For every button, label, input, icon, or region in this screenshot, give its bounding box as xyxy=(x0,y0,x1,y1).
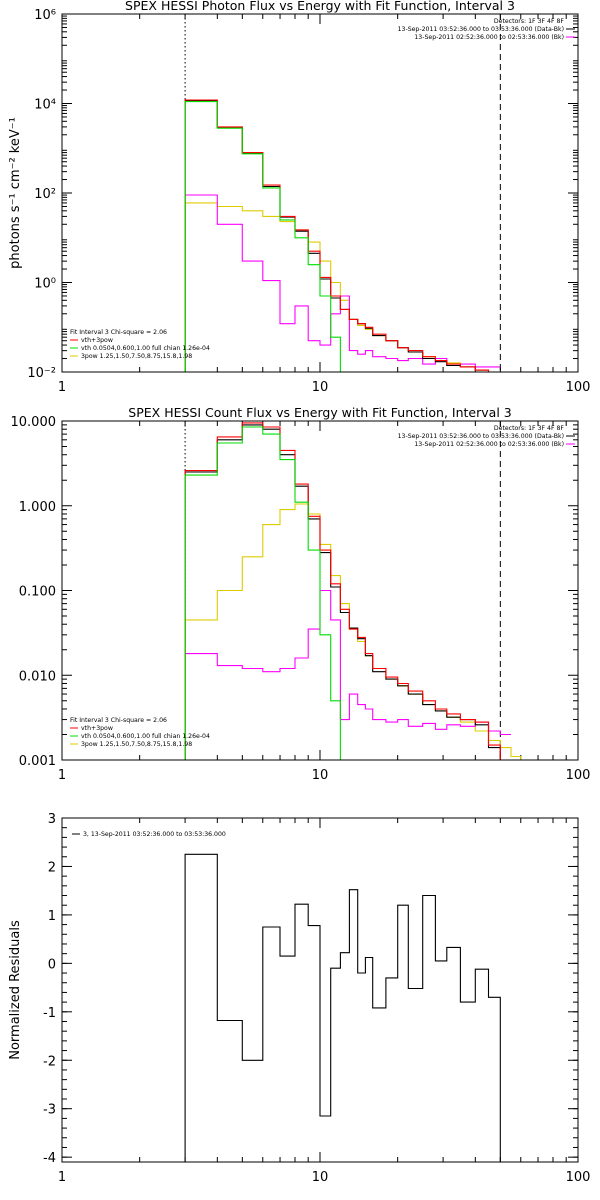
series-line-3 xyxy=(184,101,501,373)
x-tick-label: 1 xyxy=(58,768,66,783)
time-range-label: 13-Sep-2011 03:52:36.000 to 03:53:36.000… xyxy=(398,433,564,440)
y-tick-label: 10⁴ xyxy=(34,98,56,113)
detectors-label: Detectors: 1F 3F 4F 8F xyxy=(494,425,565,432)
series-line-2 xyxy=(184,100,501,373)
y-tick-label: 1 xyxy=(48,909,56,924)
series-line-1 xyxy=(184,422,501,760)
x-tick-label: 1 xyxy=(58,1170,66,1185)
chart-panel-2: SPEX HESSI Count Flux vs Energy with Fit… xyxy=(11,405,591,783)
y-tick-label: -3 xyxy=(43,1103,56,1118)
y-tick-label: -1 xyxy=(43,1006,56,1021)
time-range-label: 13-Sep-2011 02:52:36.000 to 02:53:36.000… xyxy=(414,441,564,448)
plot-frame xyxy=(61,13,579,373)
y-tick-label: 0.100 xyxy=(19,585,56,600)
x-tick-label: 1 xyxy=(58,380,66,395)
time-range-label: 13-Sep-2011 03:52:36.000 to 03:53:36.000… xyxy=(398,26,564,33)
x-tick-label: 10 xyxy=(312,768,329,783)
legend-title: Fit Interval 3 Chi-square = 2.06 xyxy=(70,717,167,724)
chart-title: SPEX HESSI Count Flux vs Energy with Fit… xyxy=(128,405,511,420)
y-tick-label: 10.000 xyxy=(11,415,57,430)
series-line-2 xyxy=(184,424,501,760)
y-axis-label: photons s⁻¹ cm⁻² keV⁻¹ xyxy=(8,117,23,269)
plot-frame xyxy=(61,420,579,761)
detectors-label: Detectors: 1F 3F 4F 8F xyxy=(494,18,565,25)
x-tick-label: 100 xyxy=(566,768,591,783)
series-line-4 xyxy=(184,503,567,761)
legend-entry: 3pow 1.25,1.50,7.50,8.75,15.8,1.98 xyxy=(81,741,192,748)
y-tick-label: 10⁻² xyxy=(27,366,56,381)
chart-title: SPEX HESSI Photon Flux vs Energy with Fi… xyxy=(125,0,515,13)
y-tick-label: -4 xyxy=(43,1151,56,1166)
x-tick-label: 10 xyxy=(312,1170,329,1185)
legend-entry: vth 0.0504,0.600,1.00 full chian 1.26e-0… xyxy=(81,345,210,352)
y-tick-label: 10⁶ xyxy=(34,8,56,23)
y-tick-label: 10² xyxy=(34,187,56,202)
y-tick-label: 0.010 xyxy=(19,669,56,684)
y-tick-label: -2 xyxy=(43,1054,56,1069)
x-tick-label: 100 xyxy=(566,380,591,395)
series-line-3 xyxy=(184,426,501,761)
legend-entry: vth+3pow xyxy=(81,725,113,732)
y-tick-label: 2 xyxy=(48,860,56,875)
legend-entry: vth+3pow xyxy=(81,337,113,344)
y-axis-label: Normalized Residuals xyxy=(8,920,23,1060)
chart-panel-3: Normalized Residuals 1 10 100 -4 -3 -2 -1 0 1 2 3 3,… xyxy=(8,812,590,1185)
legend-entry: 3, 13-Sep-2011 03:52:36.000 to 03:53:36.… xyxy=(83,831,226,838)
x-tick-label: 100 xyxy=(566,1170,591,1185)
y-tick-label: 1.000 xyxy=(19,500,56,515)
legend-entry: 3pow 1.25,1.50,7.50,8.75,15.8,1.98 xyxy=(81,353,192,360)
plot-frame xyxy=(61,817,579,1163)
y-tick-label: 3 xyxy=(48,812,56,827)
series-line-1 xyxy=(184,853,501,1162)
series-line-5 xyxy=(185,194,501,368)
x-tick-label: 10 xyxy=(312,380,329,395)
series-line-1 xyxy=(184,99,501,373)
y-tick-label: 10⁰ xyxy=(34,277,56,292)
series-line-4 xyxy=(184,202,521,373)
y-tick-label: 0.001 xyxy=(19,754,56,769)
legend-entry: vth 0.0504,0.600,1.00 full chian 1.26e-0… xyxy=(81,733,210,740)
legend-title: Fit Interval 3 Chi-square = 2.06 xyxy=(70,329,167,336)
y-tick-label: 0 xyxy=(48,957,56,972)
time-range-label: 13-Sep-2011 02:52:36.000 to 02:53:36.000… xyxy=(414,34,564,41)
series-line-5 xyxy=(185,589,511,736)
chart-panel-1: SPEX HESSI Photon Flux vs Energy with Fi… xyxy=(8,0,590,395)
